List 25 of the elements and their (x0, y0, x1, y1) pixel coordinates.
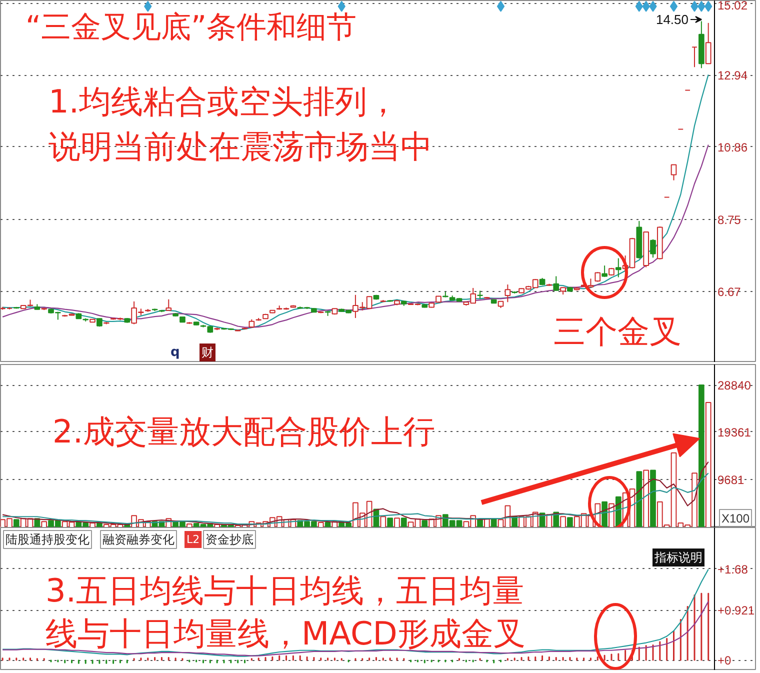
annotation: 陆股通持股变化 (6, 532, 90, 546)
annotation: 融资融券变化 (102, 532, 174, 546)
annotation: 资金抄底 (206, 532, 254, 546)
annotation: 1.均线粘合或空头排列，说明当前处在震荡市场当中 (48, 82, 432, 166)
annotation: 14.50 (656, 12, 689, 27)
annotation: L2 (186, 533, 200, 546)
y-tick-label: 9681 (718, 473, 745, 488)
y-tick-label: 12.94 (718, 68, 748, 83)
annotation: 财 (202, 346, 214, 360)
chart-title: “三金叉见底”条件和细节 (26, 10, 357, 45)
y-tick-label: +1.68 (718, 562, 748, 576)
y-tick-label: 15.02 (718, 0, 748, 12)
y-tick-label: 19361 (718, 425, 752, 440)
y-tick-label: 10.86 (718, 140, 748, 154)
annotation: 2.成交量放大配合股价上行 (52, 412, 436, 450)
y-axis-title: X100 (722, 512, 750, 526)
y-tick-label: 8.75 (718, 213, 742, 228)
y-tick-label: 6.67 (718, 284, 742, 299)
annotation: q (170, 345, 180, 360)
annotation: 3.五日均线与十日均线，五日均量线与十日均量线，MACD形成金叉 (46, 572, 526, 652)
y-tick-label: +0 (718, 654, 732, 668)
annotation: 指标说明 (654, 550, 702, 564)
y-tick-label: +0.921 (718, 604, 755, 618)
annotation: 三个金叉 (554, 312, 682, 350)
y-tick-label: 28840 (718, 378, 752, 393)
